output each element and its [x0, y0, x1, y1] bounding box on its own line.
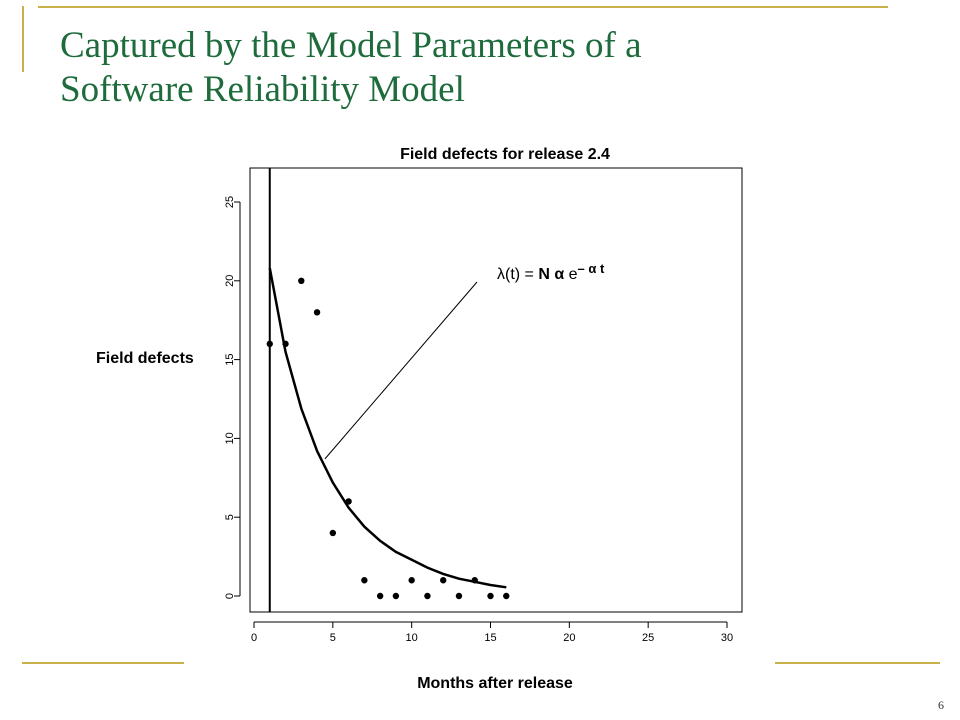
- slide-title: Captured by the Model Parameters of a So…: [60, 24, 880, 112]
- data-point: [471, 577, 478, 584]
- formula-exponent: – α t: [577, 261, 605, 276]
- top-border-line: [38, 6, 888, 8]
- x-tick-label: 25: [642, 632, 654, 644]
- annotation-leader-line: [324, 281, 478, 460]
- data-point: [298, 277, 305, 284]
- left-border-line: [22, 6, 24, 72]
- data-point: [503, 592, 510, 600]
- x-axis-label: Months after release: [417, 675, 573, 692]
- data-point: [376, 592, 384, 600]
- formula-lambda: λ(t) =: [497, 266, 534, 283]
- y-tick-label: 0: [224, 593, 236, 599]
- x-tick-label: 20: [563, 632, 575, 644]
- plot-marks: [266, 168, 510, 612]
- data-point: [266, 340, 273, 348]
- data-point: [361, 577, 368, 584]
- data-point: [392, 592, 400, 600]
- slide-title-line-1: Captured by the Model Parameters of a: [60, 25, 642, 66]
- fitted-curve: [268, 267, 507, 589]
- y-tick-label: 5: [224, 514, 236, 520]
- slide-title-line-2: Software Reliability Model: [60, 69, 465, 110]
- formula-annotation: λ(t) = N α e– α t: [497, 261, 604, 284]
- page-number: 6: [938, 698, 944, 712]
- axes: 0 5 10 15 20 25 30 0 5 10 15 20 25: [224, 196, 733, 644]
- data-point: [487, 592, 494, 600]
- data-point: [455, 592, 463, 600]
- bottom-left-border-line: [22, 662, 184, 664]
- y-tick-label: 20: [224, 275, 236, 287]
- y-tick-label: 25: [224, 196, 236, 208]
- y-tick-label: 15: [224, 353, 236, 365]
- data-point: [282, 340, 289, 348]
- y-tick-label: 10: [224, 432, 236, 444]
- bottom-right-border-line: [775, 662, 940, 664]
- plot-frame: [249, 167, 743, 613]
- data-point: [440, 577, 447, 584]
- x-tick-label: 15: [484, 632, 496, 644]
- chart-title: Field defects for release 2.4: [400, 146, 610, 163]
- data-point: [329, 529, 337, 537]
- data-point: [313, 309, 321, 316]
- x-tick-label: 10: [406, 632, 418, 644]
- formula-n-alpha: N α: [538, 266, 565, 283]
- y-axis-label: Field defects: [96, 350, 194, 367]
- data-point: [408, 577, 415, 584]
- x-tick-label: 0: [251, 632, 257, 644]
- data-point: [345, 498, 352, 505]
- formula-e: e: [568, 266, 578, 283]
- x-tick-label: 30: [721, 632, 733, 644]
- data-point: [424, 592, 431, 600]
- x-tick-label: 5: [330, 632, 336, 644]
